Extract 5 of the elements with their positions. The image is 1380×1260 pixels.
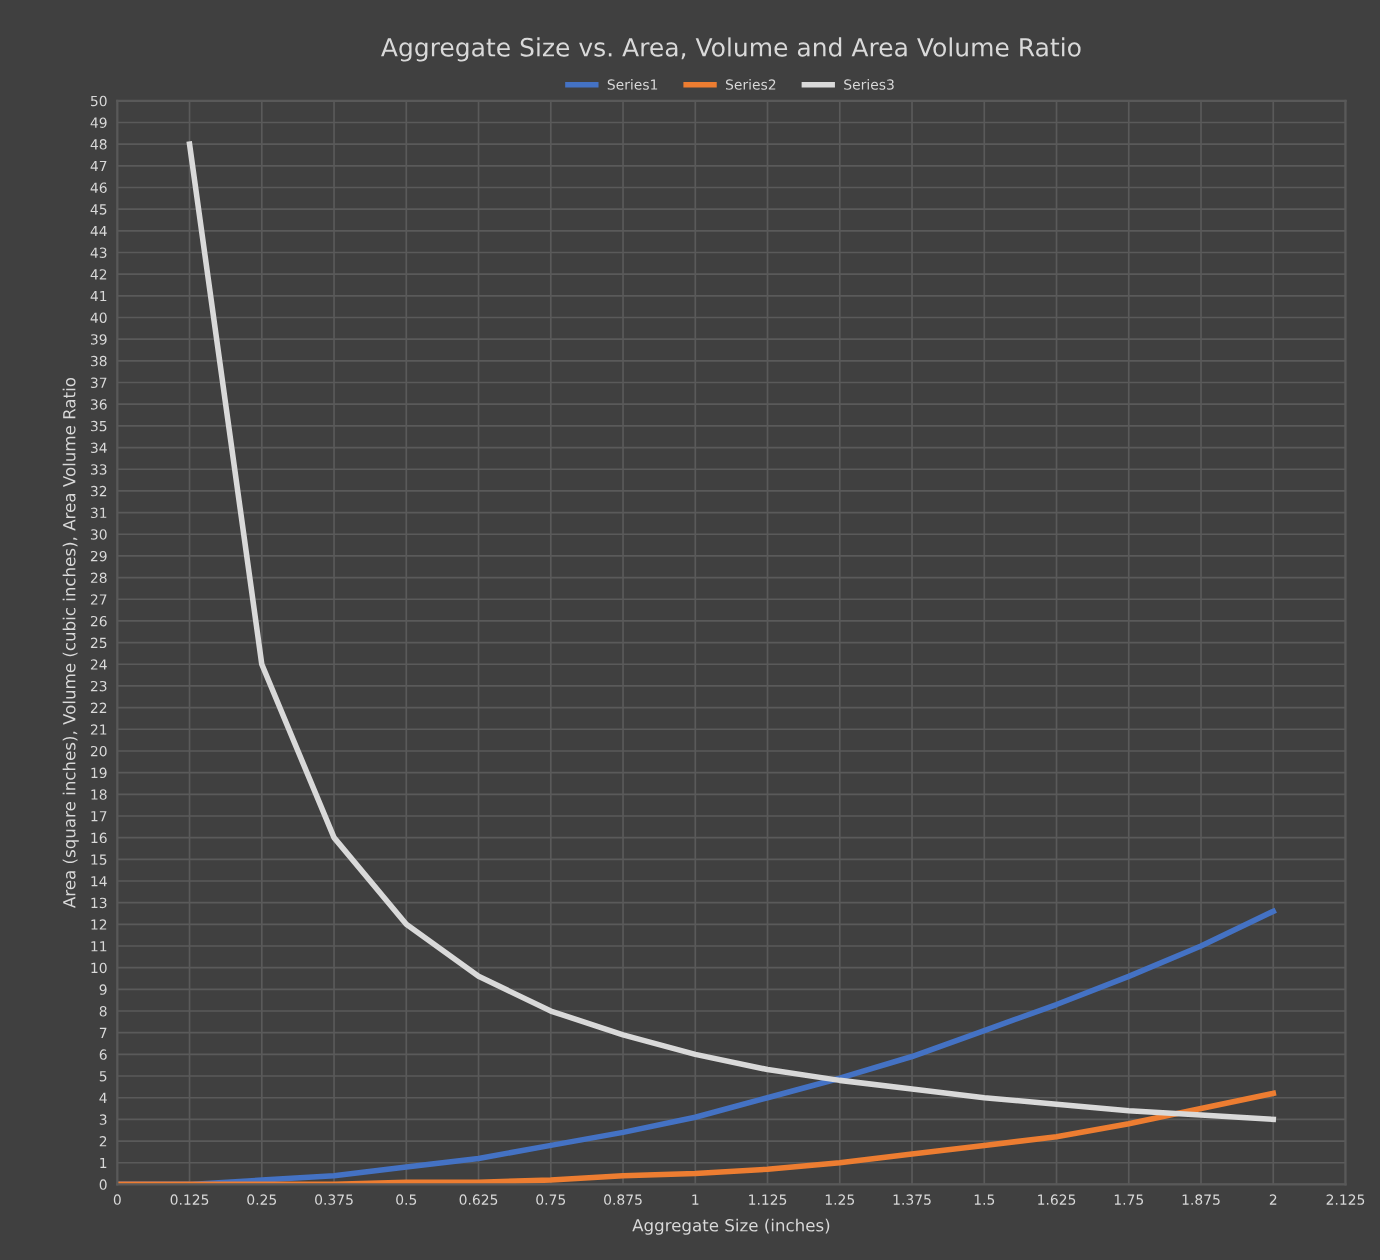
line-series	[186, 141, 1277, 1123]
x-axis-title: Aggregate Size (inches)	[632, 1218, 830, 1235]
chart-title: Aggregate Size vs. Area, Volume and Area Volume Ratio	[381, 37, 1081, 62]
line-series	[117, 1090, 1277, 1185]
y-axis-title: Area (square inches), Volume (cubic inches), Area Volume Ratio	[62, 378, 79, 908]
